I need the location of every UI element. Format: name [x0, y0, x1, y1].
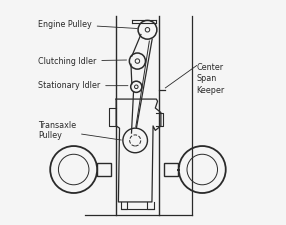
Text: Clutching Idler: Clutching Idler [38, 56, 127, 65]
Text: Stationary Idler: Stationary Idler [38, 81, 128, 90]
Bar [97, 163, 111, 176]
Text: Transaxle
Pulley: Transaxle Pulley [38, 121, 121, 140]
Text: Engine Pulley: Engine Pulley [38, 20, 137, 29]
Bar [164, 163, 178, 176]
Text: Center
Span
Keeper: Center Span Keeper [197, 63, 225, 94]
